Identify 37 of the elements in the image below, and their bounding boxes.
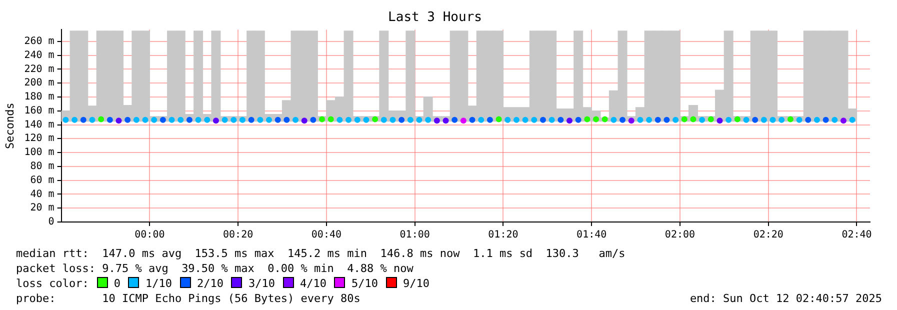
legend-title: loss color: xyxy=(16,277,89,290)
y-tick-label: 240 m xyxy=(24,50,54,61)
legend-label: 5/10 xyxy=(351,277,378,290)
y-tick-label: 180 m xyxy=(24,92,54,103)
y-tick-label: 80 m xyxy=(30,161,54,172)
y-tick-label: 0 xyxy=(48,216,54,228)
y-tick-label: 200 m xyxy=(24,78,54,89)
legend-label: 4/10 xyxy=(300,277,326,290)
x-tick-label: 01:40 xyxy=(576,230,607,241)
x-tick-label: 00:40 xyxy=(311,230,342,241)
y-tick-label: 140 m xyxy=(24,119,54,130)
y-tick-label: 60 m xyxy=(30,174,54,186)
legend-label: 3/10 xyxy=(248,277,275,290)
chart-title: Last 3 Hours xyxy=(388,10,482,26)
y-tick-label: 160 m xyxy=(24,105,54,116)
legend-label: 9/10 xyxy=(402,277,430,290)
text: packet loss: 9.75 % avg 39.50 % max 0.00 % min 4.88 % now xyxy=(16,261,414,276)
x-tick-label: 02:00 xyxy=(664,230,696,241)
legend-label: 0 xyxy=(114,277,120,290)
y-tick-label: 20 m xyxy=(30,202,54,214)
x-tick-label: 01:00 xyxy=(400,230,430,241)
x-tick-label: 01:20 xyxy=(488,230,518,241)
y-tick-label: 220 m xyxy=(24,64,54,75)
y-tick-label: 120 m xyxy=(24,133,54,144)
x-tick-label: 00:00 xyxy=(134,230,165,241)
y-axis-title: Seconds xyxy=(3,102,16,149)
legend-label: 1/10 xyxy=(145,277,172,290)
text: probe: 10 ICMP Echo Pings (56 Bytes) every 80s xyxy=(16,292,360,305)
legend-label: 2/10 xyxy=(196,277,224,290)
y-tick-label: 260 m xyxy=(24,36,54,47)
x-tick-label: 02:40 xyxy=(842,230,872,241)
text: end: Sun Oct 12 02:40:57 2025 xyxy=(690,291,882,306)
x-tick-label: 00:20 xyxy=(223,230,254,241)
x-tick-label: 02:20 xyxy=(753,230,784,241)
y-tick-label: 40 m xyxy=(30,188,54,200)
text: median rtt: 147.0 ms avg 153.5 ms max 145.2 ms min 146.8 ms now 1.1 ms sd 130.3 am/s xyxy=(16,246,626,261)
y-tick-label: 100 m xyxy=(24,147,54,158)
